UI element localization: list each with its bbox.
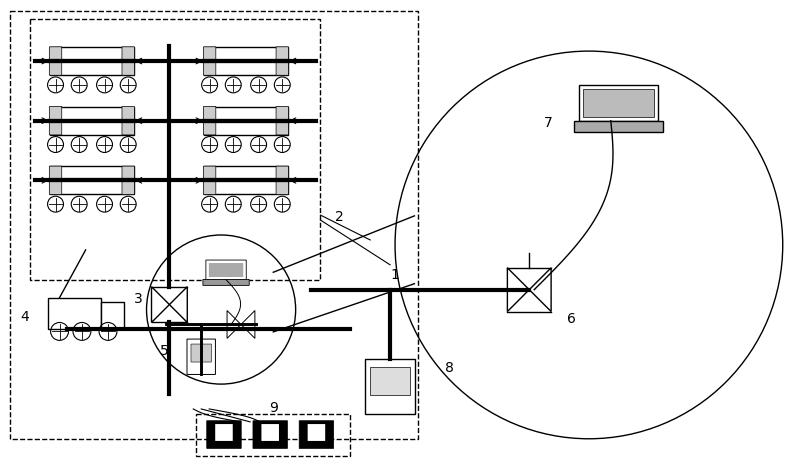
Text: 5: 5 — [160, 344, 168, 358]
Text: 8: 8 — [445, 361, 454, 375]
FancyBboxPatch shape — [574, 120, 663, 132]
FancyBboxPatch shape — [122, 166, 135, 195]
Polygon shape — [241, 311, 255, 339]
FancyBboxPatch shape — [203, 166, 215, 195]
Text: 4: 4 — [20, 310, 29, 324]
FancyBboxPatch shape — [207, 421, 241, 448]
FancyBboxPatch shape — [299, 421, 333, 448]
FancyBboxPatch shape — [579, 85, 659, 120]
Text: 1: 1 — [390, 268, 399, 282]
FancyBboxPatch shape — [122, 106, 135, 135]
FancyBboxPatch shape — [370, 367, 410, 395]
FancyBboxPatch shape — [276, 106, 288, 135]
Polygon shape — [529, 268, 551, 311]
FancyBboxPatch shape — [187, 339, 215, 375]
Polygon shape — [227, 311, 241, 339]
FancyBboxPatch shape — [366, 359, 415, 414]
Polygon shape — [169, 287, 187, 323]
FancyBboxPatch shape — [49, 166, 62, 195]
Text: 3: 3 — [134, 292, 142, 306]
FancyBboxPatch shape — [203, 166, 288, 194]
Text: 2: 2 — [336, 210, 344, 224]
FancyBboxPatch shape — [48, 297, 101, 329]
FancyBboxPatch shape — [261, 424, 279, 441]
Text: 7: 7 — [544, 116, 553, 130]
FancyBboxPatch shape — [49, 47, 62, 75]
FancyBboxPatch shape — [206, 260, 246, 280]
FancyBboxPatch shape — [276, 47, 288, 75]
FancyBboxPatch shape — [203, 107, 288, 134]
FancyBboxPatch shape — [307, 424, 325, 441]
FancyBboxPatch shape — [49, 47, 134, 75]
FancyBboxPatch shape — [253, 421, 287, 448]
FancyBboxPatch shape — [276, 166, 288, 195]
FancyBboxPatch shape — [203, 47, 288, 75]
FancyBboxPatch shape — [49, 106, 62, 135]
Text: 6: 6 — [567, 311, 576, 325]
Text: 9: 9 — [269, 401, 278, 415]
FancyBboxPatch shape — [203, 47, 215, 75]
FancyBboxPatch shape — [203, 106, 215, 135]
FancyBboxPatch shape — [49, 107, 134, 134]
FancyBboxPatch shape — [49, 166, 134, 194]
FancyBboxPatch shape — [209, 263, 243, 277]
FancyBboxPatch shape — [101, 303, 124, 329]
FancyBboxPatch shape — [583, 89, 654, 117]
FancyBboxPatch shape — [215, 424, 232, 441]
FancyBboxPatch shape — [203, 279, 249, 285]
FancyBboxPatch shape — [122, 47, 135, 75]
Polygon shape — [152, 287, 169, 323]
Polygon shape — [508, 268, 529, 311]
FancyBboxPatch shape — [191, 344, 211, 362]
